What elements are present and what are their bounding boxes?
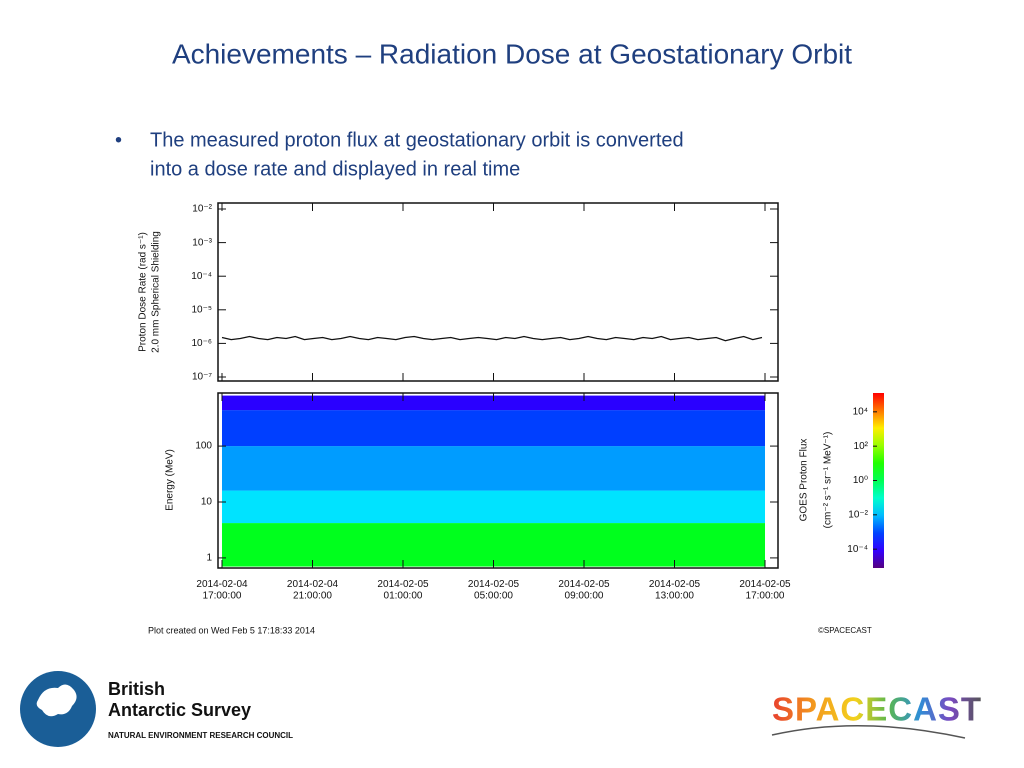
- y-tick-label: 10⁻³: [192, 237, 212, 248]
- credit: ©SPACECAST: [818, 626, 872, 635]
- plot-frame: [217, 392, 779, 569]
- flux-band: [222, 395, 765, 411]
- colorbar-label: GOES Proton Flux: [799, 439, 810, 522]
- slide-title: Achievements – Radiation Dose at Geostat…: [172, 38, 852, 69]
- bas-name: British: [108, 679, 165, 699]
- y-tick-label: 1: [206, 553, 212, 564]
- logo-swoosh: [771, 724, 966, 739]
- antarctica-shape: [36, 684, 77, 717]
- colorbar-tick-label: 10⁻²: [848, 509, 868, 520]
- colorbar-label: (cm⁻² s⁻¹ sr⁻¹ MeV⁻¹): [823, 432, 834, 529]
- x-tick-label: 2014-02-04 21:00:00: [287, 579, 339, 602]
- nerc-name: NATURAL ENVIRONMENT RESEARCH COUNCIL: [108, 731, 293, 740]
- y-tick-label: 10: [201, 497, 213, 508]
- colorbar-tick-label: 10²: [854, 441, 869, 452]
- y-tick-label: 10⁻⁷: [192, 372, 212, 383]
- bas-logo: British Antarctic Survey NATURAL ENVIRON…: [20, 671, 293, 747]
- y-tick-label: 10⁻²: [192, 204, 212, 215]
- x-tick-label: 2014-02-05 05:00:00: [468, 579, 520, 602]
- x-tick-label: 2014-02-05 01:00:00: [377, 579, 429, 602]
- spacecast-logo: SPACECAST: [771, 691, 982, 739]
- colorbar-tick-label: 10⁻⁴: [847, 544, 868, 555]
- colorbar-tick-label: 10⁴: [853, 406, 868, 417]
- plot-created: Plot created on Wed Feb 5 17:18:33 2014: [148, 625, 315, 635]
- y-tick-label: 10⁻⁶: [191, 338, 212, 349]
- y-axis-label: Proton Dose Rate (rad s⁻¹): [138, 232, 149, 352]
- y-tick-label: 10⁻⁵: [191, 304, 212, 315]
- bullet-line: into a dose rate and displayed in real t…: [150, 158, 520, 180]
- plots: 10⁻⁷ 10⁻⁶ 10⁻⁵ 10⁻⁴ 10⁻³ 10⁻² Proton Dose Rate…: [138, 202, 884, 602]
- y-tick-label: 100: [195, 441, 212, 452]
- y-axis-label: Energy (MeV): [165, 449, 176, 511]
- plot-frame: [217, 202, 779, 382]
- x-tick-label: 2014-02-05 17:00:00: [739, 579, 791, 602]
- flux-band: [222, 523, 765, 567]
- spacecast-word: SPACECAST: [772, 691, 982, 728]
- y-tick-label: 10⁻⁴: [191, 271, 212, 282]
- colorbar: [873, 393, 884, 568]
- x-tick-label: 2014-02-05 09:00:00: [558, 579, 610, 602]
- colorbar-tick-label: 10⁰: [853, 475, 868, 486]
- x-tick-label: 2014-02-05 13:00:00: [649, 579, 701, 602]
- flux-band: [222, 446, 765, 491]
- flux-band: [222, 490, 765, 524]
- x-tick-label: 2014-02-04 17:00:00: [196, 579, 248, 602]
- y-axis-label: 2.0 mm Spherical Shielding: [151, 231, 162, 353]
- bullet-line: The measured proton flux at geostationar…: [150, 129, 684, 151]
- bas-name: Antarctic Survey: [108, 700, 251, 720]
- bullet-marker: •: [115, 129, 122, 151]
- flux-band: [222, 410, 765, 447]
- dose-line: [221, 335, 763, 342]
